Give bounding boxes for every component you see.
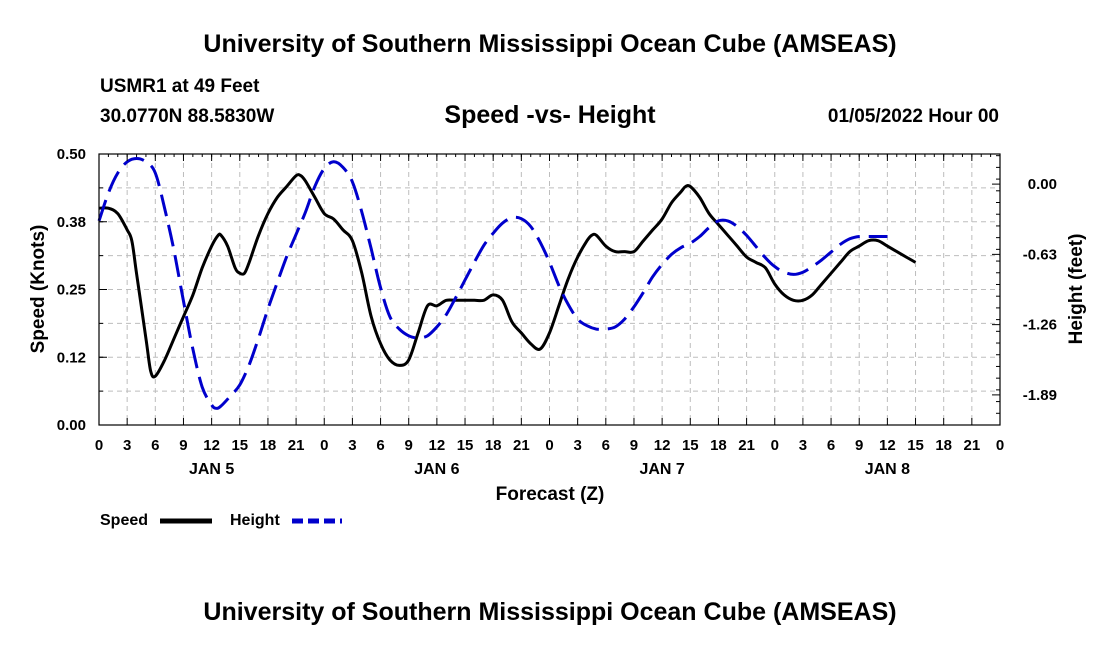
x-tick-label: 15 <box>457 437 474 454</box>
x-tick-label: 18 <box>260 437 277 454</box>
y-tick-label: 0.50 <box>57 146 86 163</box>
x-tick-label: 6 <box>151 437 159 454</box>
x-tick-label: 12 <box>203 437 220 454</box>
y2-axis-label: Height (feet) <box>1066 234 1087 345</box>
x-tick-label: 0 <box>95 437 103 454</box>
y-tick-label: 0.00 <box>57 417 86 434</box>
x-axis-label: Forecast (Z) <box>496 484 605 505</box>
grid <box>99 154 1000 425</box>
x-tick-label: 21 <box>738 437 755 454</box>
x-tick-label: 3 <box>348 437 356 454</box>
x-tick-label: 6 <box>827 437 835 454</box>
chart-title: University of Southern Mississippi Ocean… <box>203 30 897 58</box>
x-tick-label: 3 <box>573 437 581 454</box>
day-label: JAN 5 <box>189 461 234 478</box>
x-tick-label: 0 <box>545 437 553 454</box>
y-tick-label: 0.25 <box>57 282 86 299</box>
x-tick-label: 12 <box>429 437 446 454</box>
forecast-date: 01/05/2022 Hour 00 <box>827 106 999 127</box>
legend: Speed Height <box>100 512 342 529</box>
y2-tick-label: -0.63 <box>1023 246 1057 263</box>
day-label: JAN 6 <box>414 461 459 478</box>
day-label: JAN 8 <box>865 461 910 478</box>
series-height-line <box>97 157 888 410</box>
series-layer <box>97 157 917 410</box>
x-tick-label: 21 <box>964 437 981 454</box>
y2-tick-label: -1.26 <box>1023 317 1057 334</box>
x-tick-label: 6 <box>376 437 384 454</box>
x-tick-label: 21 <box>288 437 305 454</box>
legend-speed-label: Speed <box>100 512 148 529</box>
x-tick-label: 0 <box>771 437 779 454</box>
axes: 0 3 6 9 12 15 18 21 0 3 6 9 12 15 18 21 0 3 6 9 12 15 18 21 0 3 6 9… <box>57 146 1057 478</box>
chart-subtitle: Speed -vs- Height <box>444 101 656 129</box>
x-tick-label: 9 <box>630 437 638 454</box>
station-label: USMR1 at 49 Feet <box>100 76 260 97</box>
x-tick-label: 18 <box>485 437 502 454</box>
x-tick-label: 3 <box>123 437 131 454</box>
station-coordinates: 30.0770N 88.5830W <box>100 106 275 127</box>
x-tick-label: 9 <box>405 437 413 454</box>
x-tick-label: 18 <box>710 437 727 454</box>
y2-tick-label: -1.89 <box>1023 387 1057 404</box>
series-speed-line <box>98 173 917 379</box>
x-tick-label: 3 <box>799 437 807 454</box>
x-tick-label: 9 <box>179 437 187 454</box>
x-tick-label: 9 <box>855 437 863 454</box>
y-tick-label: 0.38 <box>57 214 86 231</box>
x-tick-label: 18 <box>935 437 952 454</box>
x-tick-label: 15 <box>682 437 699 454</box>
x-tick-label: 0 <box>996 437 1004 454</box>
x-tick-label: 15 <box>231 437 248 454</box>
day-label: JAN 7 <box>639 461 684 478</box>
x-tick-label: 12 <box>654 437 671 454</box>
footer-title: University of Southern Mississippi Ocean… <box>203 598 897 626</box>
x-tick-label: 15 <box>907 437 924 454</box>
x-tick-label: 6 <box>602 437 610 454</box>
x-tick-label: 21 <box>513 437 530 454</box>
x-tick-label: 12 <box>879 437 896 454</box>
y-tick-label: 0.12 <box>57 349 86 366</box>
y-axis-label: Speed (Knots) <box>28 225 49 354</box>
y2-tick-label: 0.00 <box>1028 176 1057 193</box>
legend-height-label: Height <box>230 512 280 529</box>
x-tick-label: 0 <box>320 437 328 454</box>
